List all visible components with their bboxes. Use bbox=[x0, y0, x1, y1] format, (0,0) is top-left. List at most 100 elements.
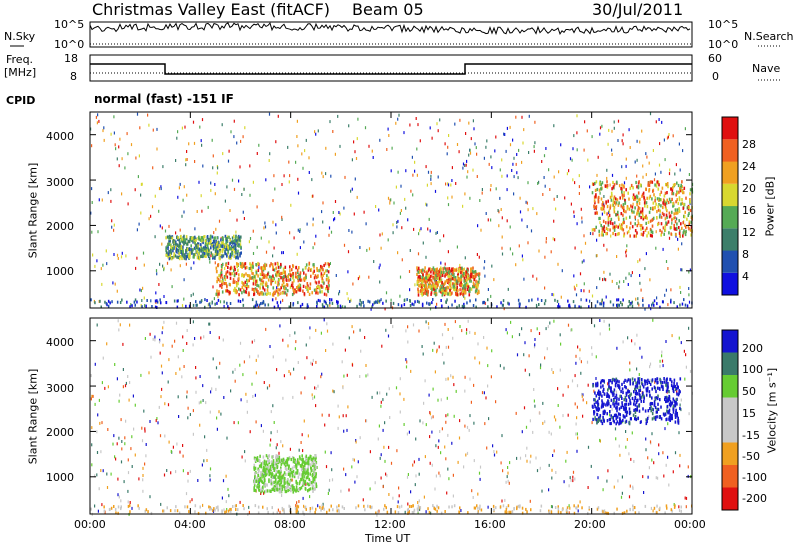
scatter-point bbox=[320, 331, 322, 335]
scatter-point bbox=[679, 168, 681, 172]
ground-scatter-point bbox=[599, 302, 601, 306]
scatter-point bbox=[114, 143, 116, 147]
scatter-point bbox=[338, 415, 340, 419]
scatter-point bbox=[501, 235, 503, 239]
scatter-point bbox=[279, 307, 281, 311]
feature-point bbox=[665, 182, 667, 187]
scatter-point bbox=[269, 443, 271, 447]
scatter-point bbox=[386, 148, 388, 151]
scatter-point bbox=[274, 187, 276, 191]
feature-point bbox=[242, 281, 244, 286]
ground-scatter-point bbox=[519, 504, 521, 508]
scatter-point bbox=[439, 430, 441, 433]
scatter-point bbox=[648, 161, 650, 165]
scatter-point bbox=[100, 469, 102, 472]
scatter-point bbox=[581, 220, 583, 224]
feature-point bbox=[613, 404, 616, 408]
scatter-point bbox=[215, 387, 217, 391]
ground-scatter-point bbox=[162, 509, 164, 513]
scatter-point bbox=[601, 124, 603, 128]
feature-point bbox=[469, 277, 472, 281]
feature-point bbox=[451, 267, 453, 271]
feature-point bbox=[264, 267, 266, 271]
scatter-point bbox=[464, 424, 466, 428]
scatter-point bbox=[528, 373, 531, 377]
scatter-point bbox=[572, 178, 574, 182]
scatter-point bbox=[333, 218, 335, 222]
scatter-point bbox=[505, 149, 507, 153]
feature-point bbox=[208, 248, 210, 252]
feature-point bbox=[666, 397, 668, 401]
scatter-point bbox=[438, 471, 440, 475]
feature-point bbox=[614, 197, 617, 201]
feature-point bbox=[248, 291, 250, 295]
feature-point bbox=[649, 180, 652, 184]
feature-point bbox=[264, 275, 266, 279]
ground-scatter-point bbox=[194, 504, 197, 508]
scatter-point bbox=[216, 416, 218, 420]
feature-point bbox=[629, 215, 631, 219]
scatter-point bbox=[473, 421, 475, 425]
ground-scatter-point bbox=[661, 300, 664, 304]
scatter-point bbox=[161, 371, 163, 375]
scatter-point bbox=[534, 404, 536, 408]
feature-point bbox=[637, 198, 640, 202]
scatter-point bbox=[118, 164, 120, 168]
scatter-point bbox=[664, 379, 667, 383]
scatter-point bbox=[515, 263, 517, 267]
scatter-point bbox=[203, 335, 205, 339]
scatter-point bbox=[256, 152, 258, 155]
scatter-point bbox=[412, 323, 415, 327]
feature-point bbox=[192, 240, 194, 244]
ground-scatter-point bbox=[337, 300, 339, 304]
feature-point bbox=[265, 454, 268, 458]
ground-scatter-point bbox=[664, 511, 666, 515]
feature-point bbox=[220, 270, 223, 274]
scatter-point bbox=[611, 279, 613, 283]
scatter-point bbox=[270, 410, 272, 414]
feature-point bbox=[659, 415, 662, 419]
feature-point bbox=[662, 226, 665, 230]
feature-point bbox=[315, 475, 317, 479]
ground-scatter-point bbox=[129, 504, 131, 508]
ground-scatter-point bbox=[150, 511, 153, 515]
ground-scatter-point bbox=[680, 505, 682, 509]
scatter-point bbox=[209, 322, 211, 326]
feature-point bbox=[618, 217, 620, 221]
scatter-point bbox=[465, 453, 467, 457]
scatter-point bbox=[163, 295, 165, 298]
scatter-point bbox=[140, 289, 142, 293]
scatter-point bbox=[523, 128, 525, 132]
scatter-point bbox=[628, 452, 630, 456]
ground-scatter-point bbox=[632, 508, 634, 512]
feature-point bbox=[250, 267, 253, 272]
feature-point bbox=[295, 271, 297, 275]
scatter-point bbox=[97, 413, 99, 417]
feature-point bbox=[681, 185, 683, 189]
scatter-point bbox=[202, 384, 204, 388]
feature-point bbox=[645, 389, 648, 393]
scatter-point bbox=[660, 170, 662, 174]
scatter-point bbox=[101, 421, 103, 425]
feature-point bbox=[468, 285, 470, 289]
feature-point bbox=[219, 275, 222, 279]
feature-point bbox=[469, 286, 471, 291]
scatter-point bbox=[303, 419, 305, 423]
ground-scatter-point bbox=[587, 511, 589, 515]
scatter-point bbox=[493, 278, 495, 282]
feature-point bbox=[642, 217, 645, 221]
scatter-point bbox=[348, 124, 350, 128]
feature-point bbox=[600, 207, 602, 211]
scatter-point bbox=[126, 132, 128, 136]
feature-point bbox=[215, 266, 218, 270]
feature-point bbox=[601, 203, 604, 207]
scatter-point bbox=[373, 260, 375, 263]
scatter-point bbox=[483, 391, 485, 395]
scatter-point bbox=[116, 377, 118, 381]
scatter-point bbox=[565, 459, 567, 463]
scatter-point bbox=[102, 263, 104, 267]
scatter-point bbox=[522, 258, 524, 262]
scatter-point bbox=[181, 304, 184, 308]
scatter-point bbox=[249, 164, 251, 168]
scatter-point bbox=[437, 175, 439, 179]
